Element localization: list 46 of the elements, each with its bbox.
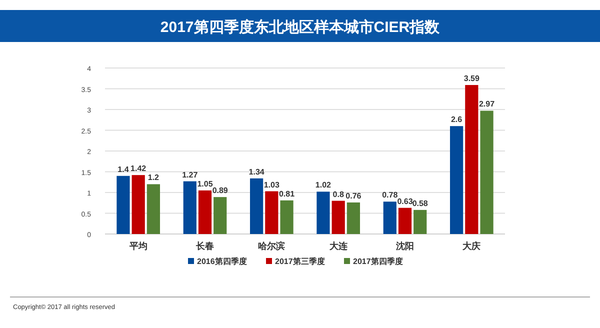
bar	[198, 190, 212, 234]
bar	[146, 184, 160, 234]
bar	[214, 197, 227, 234]
chart-title: 2017第四季度东北地区样本城市CIER指数	[160, 18, 441, 36]
x-tick-label: 沈阳	[395, 241, 414, 251]
bar	[465, 85, 478, 234]
x-tick-label: 大连	[329, 241, 348, 251]
x-tick-label: 平均	[128, 241, 148, 251]
data-label: 1.2	[148, 173, 160, 182]
bar	[250, 178, 264, 234]
data-label: 1.27	[182, 170, 198, 180]
bar	[116, 176, 130, 234]
data-label: 1.34	[248, 167, 265, 176]
data-label: 1.42	[130, 164, 147, 174]
bar	[332, 200, 345, 234]
bar	[450, 126, 464, 234]
data-label: 0.8	[332, 190, 344, 199]
bar	[132, 175, 145, 234]
data-label: 1.02	[315, 180, 332, 190]
data-label: 0.76	[346, 191, 362, 200]
data-label: 1.4	[118, 164, 130, 174]
data-label: 0.58	[412, 198, 428, 208]
bar	[316, 192, 330, 234]
bar	[183, 181, 196, 234]
data-label: 0.63	[397, 196, 414, 206]
bar	[346, 202, 360, 234]
data-label: 0.81	[278, 189, 296, 198]
data-label: 2.6	[450, 115, 463, 124]
data-label: 0.78	[382, 190, 398, 200]
bar	[480, 110, 494, 234]
bar	[398, 208, 412, 234]
bar	[414, 210, 427, 234]
legend-label: 2017第三季度	[275, 256, 325, 266]
data-label: 0.89	[212, 186, 228, 196]
x-tick-label: 大庆	[462, 241, 481, 251]
legend-label: 2016第四季度	[197, 256, 247, 266]
x-tick-label: 哈尔滨	[258, 241, 286, 251]
data-label: 3.59	[464, 74, 480, 84]
data-label: 2.97	[478, 100, 496, 109]
bar	[265, 191, 278, 234]
data-label: 1.05	[197, 179, 214, 188]
bar	[383, 202, 396, 234]
data-label: 1.03	[264, 180, 280, 190]
x-tick-label: 长春	[195, 241, 214, 251]
bar	[280, 200, 294, 234]
legend-label: 2017第四季度	[353, 256, 403, 266]
